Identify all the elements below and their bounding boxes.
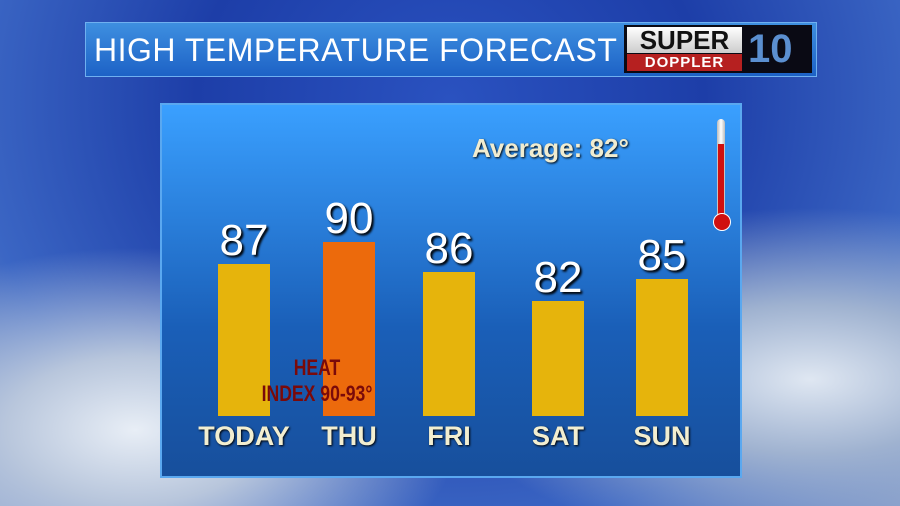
- thermometer-icon: [717, 119, 725, 219]
- day-label: SAT: [532, 421, 584, 451]
- value-label: 90: [324, 194, 374, 244]
- average-label: Average: 82°: [472, 133, 629, 163]
- value-label: 82: [533, 252, 583, 302]
- value-label: 87: [219, 216, 269, 266]
- day-label: SUN: [633, 421, 691, 451]
- logo-number: 10: [748, 27, 793, 71]
- value-label: 86: [424, 223, 474, 273]
- thermometer-bulb: [713, 213, 731, 231]
- day-label: FRI: [427, 421, 471, 451]
- value-label: 85: [637, 230, 687, 280]
- bar-today: [218, 264, 270, 416]
- logo-super: SUPER: [627, 27, 742, 53]
- bar-fri: [423, 271, 475, 416]
- logo-doppler: DOPPLER: [627, 54, 742, 71]
- page-title: HIGH TEMPERATURE FORECAST: [94, 32, 618, 68]
- title-bar: HIGH TEMPERATURE FORECAST SUPER DOPPLER …: [85, 22, 817, 77]
- station-logo: SUPER DOPPLER 10: [624, 25, 812, 73]
- bar-thu: [323, 242, 375, 416]
- bar-sat: [532, 300, 584, 416]
- day-label: THU: [321, 421, 377, 451]
- bar-sun: [636, 278, 688, 416]
- day-label: TODAY: [198, 421, 290, 451]
- chart-panel: Average: 82° 87 TODAY 90 THU 86 FRI 82 SAT 85 SUN…: [160, 103, 742, 478]
- heat-index-annotation: HEAT INDEX 90-93°: [261, 355, 373, 406]
